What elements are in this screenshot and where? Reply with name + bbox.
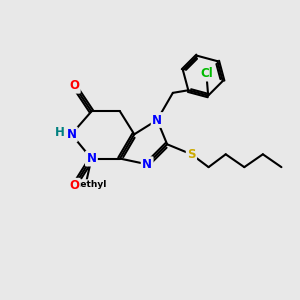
Text: Cl: Cl [200,67,213,80]
Text: S: S [187,148,196,161]
Text: O: O [69,79,79,92]
Text: H: H [55,126,64,140]
Text: N: N [86,152,96,165]
Text: N: N [142,158,152,171]
Text: methyl: methyl [71,180,106,189]
Text: N: N [152,113,162,127]
Text: N: N [66,128,76,141]
Text: O: O [69,179,79,192]
